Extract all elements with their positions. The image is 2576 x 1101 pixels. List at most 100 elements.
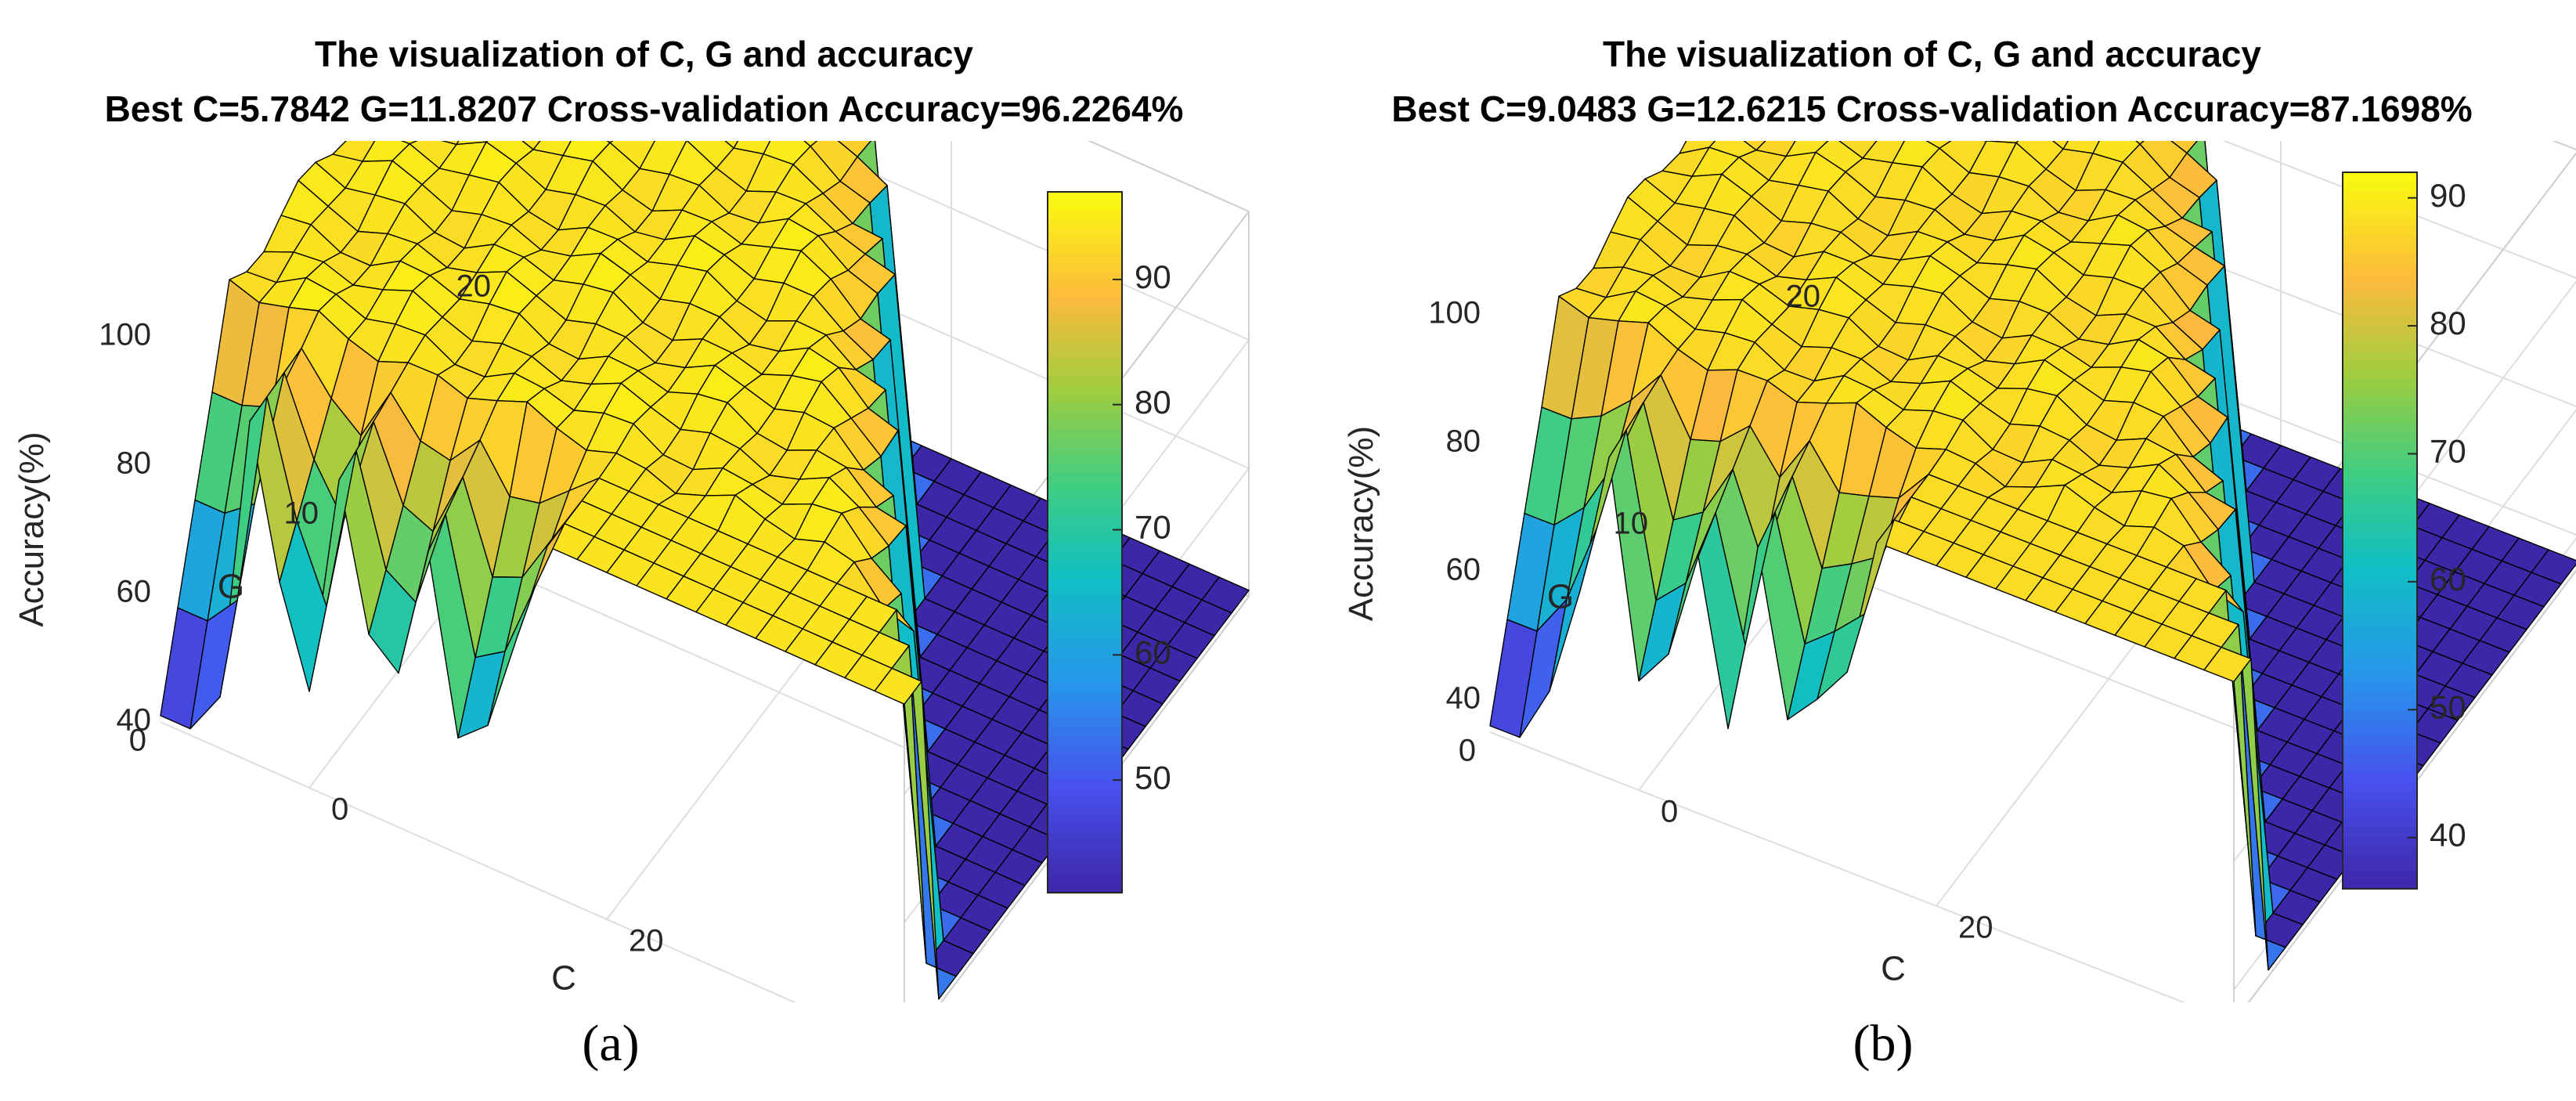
colorbar-segment: [2343, 700, 2417, 711]
colorbar-segment: [1048, 533, 1122, 543]
colorbar-segment: [2343, 342, 2417, 352]
colorbar-segment: [1048, 709, 1122, 719]
colorbar-segment: [1048, 796, 1122, 807]
colorbar-segment: [1048, 472, 1122, 482]
colorbar-frame: [2342, 171, 2418, 890]
colorbar-segment: [1048, 665, 1122, 675]
colorbar-segment: [2343, 512, 2417, 523]
colorbar-segment: [2343, 262, 2417, 272]
colorbar-segment: [1048, 498, 1122, 508]
colorbar-segment: [2343, 575, 2417, 586]
colorbar-segment: [1048, 577, 1122, 587]
colorbar-segment: [2343, 799, 2417, 810]
colorbar-segment: [2343, 190, 2417, 200]
z-tick-label: 60: [1446, 553, 1481, 587]
colorbar: 50 60 70 80 90: [1047, 191, 1171, 893]
colorbar-segment: [1048, 358, 1122, 368]
colorbar-segment: [2343, 619, 2417, 630]
colorbar-tick-label: 70: [2430, 433, 2466, 470]
colorbar-segment: [2343, 172, 2417, 182]
colorbar-segment: [1048, 857, 1122, 868]
colorbar-segment: [1048, 761, 1122, 771]
colorbar-segment: [2343, 718, 2417, 729]
surface-patch: [724, 141, 739, 149]
colorbar-segment: [2343, 673, 2417, 684]
colorbar-segment: [1048, 192, 1122, 202]
gridline: [1489, 731, 2186, 1002]
colorbar-segment: [2343, 727, 2417, 738]
colorbar-segment: [2343, 208, 2417, 218]
colorbar-segment: [1048, 822, 1122, 832]
colorbar-segment: [1048, 831, 1122, 841]
colorbar-segment: [2343, 548, 2417, 558]
colorbar-segment: [2343, 691, 2417, 702]
colorbar-segment: [2343, 486, 2417, 496]
colorbar-segment: [2343, 835, 2417, 845]
surface-plot-a: 4060801000102002040Accuracy(%)GC50607080…: [13, 141, 1250, 1002]
colorbar-segment: [2343, 825, 2417, 836]
colorbar-segment: [1048, 209, 1122, 219]
colorbar-frame: [1047, 191, 1123, 893]
colorbar-segment: [2343, 405, 2417, 415]
chart-subtitle: Best C=9.0483 G=12.6215 Cross-validation…: [1391, 88, 2473, 129]
colorbar-segment: [2343, 217, 2417, 227]
y-tick-label: 10: [284, 496, 319, 531]
x-axis-label: C: [1881, 950, 1906, 988]
x-axis-label: C: [551, 959, 576, 998]
colorbar-segment: [2343, 306, 2417, 316]
colorbar-segment: [1048, 428, 1122, 439]
panel-label-a: (a): [582, 1015, 640, 1072]
colorbar-segment: [1048, 647, 1122, 657]
colorbar-segment: [1048, 244, 1122, 254]
colorbar-segment: [1048, 288, 1122, 298]
colorbar-segment: [1048, 226, 1122, 236]
colorbar-segment: [2343, 763, 2417, 774]
colorbar-segment: [2343, 333, 2417, 344]
colorbar-segment: [1048, 253, 1122, 263]
colorbar-segment: [1048, 586, 1122, 596]
colorbar-segment: [1048, 402, 1122, 412]
colorbar-segment: [2343, 441, 2417, 451]
colorbar-segment: [1048, 630, 1122, 640]
colorbar-segment: [1048, 507, 1122, 517]
colorbar-segment: [2343, 665, 2417, 675]
colorbar-tick-label: 70: [1135, 509, 1171, 546]
colorbar-segment: [1048, 384, 1122, 395]
colorbar-segment: [2343, 226, 2417, 236]
colorbar-segment: [2343, 504, 2417, 514]
colorbar-segment: [1048, 778, 1122, 789]
colorbar-segment: [1048, 262, 1122, 272]
colorbar-tick-label: 40: [2430, 817, 2466, 854]
colorbar-segment: [1048, 550, 1122, 561]
colorbar-segment: [2343, 252, 2417, 263]
colorbar-segment: [1048, 200, 1122, 211]
colorbar-segment: [1048, 375, 1122, 386]
colorbar: 40 50 60 70 80 90: [2342, 171, 2466, 890]
x-tick-label: 0: [1661, 795, 1678, 829]
panel-a: The visualization of C, G and accuracy B…: [13, 34, 1250, 1072]
panel-b: The visualization of C, G and accuracy B…: [1288, 0, 2576, 1101]
colorbar-tick-label: 80: [1135, 384, 1171, 421]
colorbar-segment: [2343, 449, 2417, 460]
colorbar-segment: [1048, 332, 1122, 342]
colorbar-segment: [1048, 594, 1122, 605]
colorbar-segment: [2343, 467, 2417, 478]
colorbar-segment: [1048, 735, 1122, 745]
colorbar-segment: [2343, 879, 2417, 890]
z-tick-label: 60: [117, 575, 152, 609]
colorbar-segment: [2343, 584, 2417, 594]
colorbar-segment: [2343, 316, 2417, 326]
colorbar-segment: [2343, 369, 2417, 380]
colorbar-segment: [2343, 593, 2417, 603]
colorbar-segment: [2343, 288, 2417, 299]
colorbar-segment: [2343, 431, 2417, 442]
colorbar-segment: [1048, 279, 1122, 290]
colorbar-segment: [2343, 494, 2417, 505]
colorbar-segment: [1048, 349, 1122, 359]
colorbar-segment: [2343, 280, 2417, 290]
colorbar-segment: [2343, 754, 2417, 764]
gridline: [2222, 141, 2576, 279]
colorbar-segment: [2343, 244, 2417, 254]
z-axis-label: Accuracy(%): [13, 431, 51, 626]
colorbar-segment: [1048, 743, 1122, 753]
